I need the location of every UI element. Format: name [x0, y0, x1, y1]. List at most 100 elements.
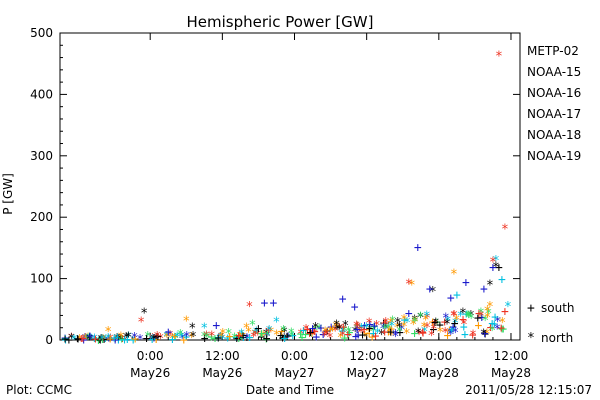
background-point: *	[448, 326, 456, 341]
background-point: +	[317, 321, 325, 336]
background-point: *	[464, 309, 472, 324]
background-point: +	[278, 324, 286, 339]
background-point: +	[499, 322, 507, 337]
background-point: *	[331, 325, 339, 340]
background-point: +	[129, 333, 137, 348]
background-point: +	[361, 318, 369, 333]
legend-entry: NOAA-18	[527, 128, 581, 142]
background-point: +	[65, 333, 73, 348]
background-point: *	[169, 332, 177, 347]
background-point: *	[488, 324, 496, 339]
background-point: *	[403, 316, 411, 331]
background-point: *	[483, 305, 491, 320]
marker-key-symbol: +	[527, 301, 535, 316]
background-point: +	[387, 322, 395, 337]
background-point: *	[81, 332, 89, 347]
background-point: *	[431, 318, 439, 333]
background-point: +	[168, 332, 176, 347]
background-point: +	[235, 329, 243, 344]
background-point: +	[497, 321, 505, 336]
x-axis-label: Date and Time	[246, 383, 334, 397]
background-point: +	[481, 327, 489, 342]
background-point: +	[180, 333, 188, 348]
background-point: *	[203, 331, 211, 346]
background-point: *	[225, 327, 233, 342]
background-point: *	[131, 331, 139, 346]
background-point: *	[333, 322, 341, 337]
data-point: *	[477, 306, 485, 321]
background-point: +	[339, 320, 347, 335]
background-point: +	[232, 330, 240, 345]
background-point: *	[171, 332, 179, 347]
background-point: +	[61, 332, 69, 347]
background-point: +	[62, 333, 70, 348]
background-point: +	[111, 332, 119, 347]
background-point: *	[411, 315, 419, 330]
background-point: +	[77, 331, 85, 346]
background-point: *	[335, 323, 343, 338]
x-axis: 0:00 May26 12:00 May26 0:00 May27 12:00 May27 0:…	[59, 33, 531, 380]
background-point: +	[353, 323, 361, 338]
background-point: *	[323, 328, 331, 343]
background-point: +	[246, 331, 254, 346]
data-point: *	[504, 300, 512, 315]
background-point: *	[166, 329, 174, 344]
background-point: +	[312, 330, 320, 345]
marker-key: + south * north	[527, 301, 575, 346]
background-point: *	[273, 328, 281, 343]
background-point: +	[441, 315, 449, 330]
background-point: *	[393, 321, 401, 336]
background-point: +	[368, 330, 376, 345]
background-point: +	[214, 331, 222, 346]
background-point: *	[369, 325, 377, 340]
data-point: +	[164, 325, 172, 340]
background-point: +	[238, 326, 246, 341]
background-point: *	[148, 333, 156, 348]
background-point: *	[378, 328, 386, 343]
data-point: *	[492, 260, 500, 275]
background-point: *	[302, 323, 310, 338]
background-point: +	[302, 328, 310, 343]
background-point: +	[462, 307, 470, 322]
data-point: +	[501, 305, 509, 320]
data-point: *	[242, 322, 250, 337]
background-point: +	[239, 328, 247, 343]
background-point: +	[353, 318, 361, 333]
background-point: +	[61, 331, 69, 346]
background-point: +	[419, 326, 427, 341]
legend: METP-02 NOAA-15 NOAA-16 NOAA-17 NOAA-18 NOAA-…	[527, 44, 581, 163]
background-point: *	[263, 330, 271, 345]
background-point: *	[339, 329, 347, 344]
background-point: *	[251, 328, 259, 343]
background-point: +	[80, 333, 88, 348]
background-point: *	[262, 328, 270, 343]
data-point: +	[495, 260, 503, 275]
background-point: *	[217, 331, 225, 346]
data-point: *	[486, 279, 494, 294]
background-point: +	[355, 320, 363, 335]
background-point: *	[183, 330, 191, 345]
background-point: +	[233, 331, 241, 346]
background-point: +	[207, 330, 215, 345]
background-point: +	[451, 316, 459, 331]
background-point: +	[366, 317, 374, 332]
x-tick-time-label: 0:00	[281, 349, 308, 363]
background-point: *	[409, 318, 417, 333]
background-point: *	[238, 327, 246, 342]
background-point: +	[235, 331, 243, 346]
background-point: +	[303, 323, 311, 338]
background-point: *	[311, 324, 319, 339]
background-point: +	[115, 333, 123, 348]
background-point: *	[148, 332, 156, 347]
background-point: +	[118, 332, 126, 347]
background-point: *	[188, 331, 196, 346]
y-tick-label: 0	[45, 333, 53, 347]
background-point: *	[267, 326, 275, 341]
legend-entry: METP-02	[527, 44, 579, 58]
data-point: +	[387, 325, 395, 340]
data-point: +	[86, 329, 94, 344]
data-points: +* * *+**++*++ ++++** ++*++**+++ **** ** *+** +*…	[61, 50, 512, 349]
x-tick-time-label: 0:00	[137, 349, 164, 363]
background-point: +	[365, 327, 373, 342]
